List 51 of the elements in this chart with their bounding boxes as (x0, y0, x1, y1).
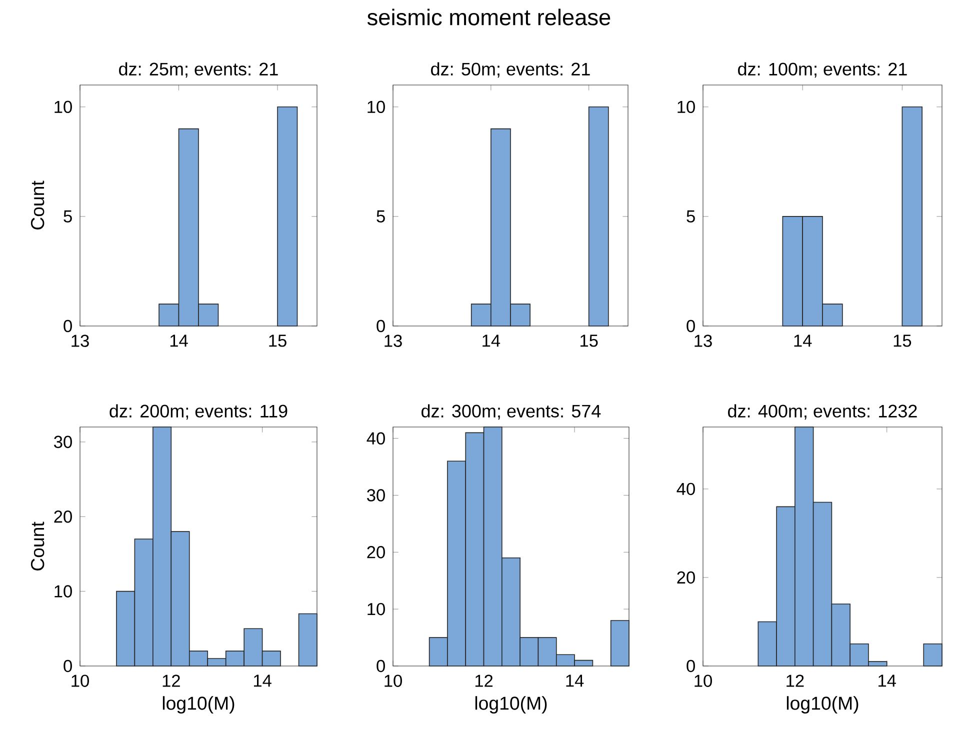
y-tick-label: 10 (368, 602, 385, 616)
chart-title: dz: 100m; events: 21 (738, 62, 907, 78)
y-tick-label: 20 (54, 510, 72, 523)
x-tick-label: 13 (384, 334, 402, 347)
y-tick-label: 5 (64, 210, 72, 222)
x-tick-label: 10 (384, 674, 402, 687)
x-tick-label: 14 (794, 334, 812, 347)
y-tick-label: 0 (376, 660, 385, 672)
text: seismic moment release (367, 8, 610, 26)
x-tick-label: 13 (694, 334, 712, 347)
chart-title: dz: 200m; events: 119 (110, 404, 288, 420)
x-tick-label: 12 (786, 674, 804, 687)
x-tick-label: 12 (475, 674, 493, 687)
y-tick-label: 30 (367, 489, 385, 502)
chart-title: dz: 50m; events: 21 (431, 62, 590, 78)
y-tick-label: 0 (376, 320, 385, 332)
y-axis-title: Count (30, 522, 44, 570)
y-tick-label: 30 (54, 436, 72, 448)
x-axis-title: log10(M) (475, 696, 547, 714)
x-tick-label: 15 (894, 334, 912, 347)
y-tick-label: 40 (366, 432, 385, 445)
chart-title: dz: 25m; events: 21 (119, 62, 278, 78)
x-tick-label: 14 (254, 674, 272, 687)
y-tick-label: 10 (54, 585, 72, 598)
y-tick-label: 0 (64, 320, 72, 332)
y-axis-title: Count (30, 180, 44, 230)
x-tick-label: 14 (170, 334, 188, 347)
y-tick-label: 0 (686, 660, 695, 672)
x-tick-label: 10 (72, 674, 89, 687)
y-tick-label: 10 (678, 100, 695, 114)
x-tick-label: 14 (566, 674, 584, 687)
x-axis-title: log10(M) (786, 696, 858, 714)
chart-title: dz: 400m; events: 1232 (728, 404, 917, 420)
x-tick-label: 12 (162, 674, 180, 687)
x-tick-label: 14 (482, 334, 500, 347)
chart-title: dz: 300m; events: 574 (422, 404, 601, 420)
y-tick-label: 40 (676, 482, 695, 496)
y-tick-label: 10 (368, 100, 385, 114)
y-tick-label: 0 (686, 320, 695, 332)
x-tick-label: 13 (72, 334, 89, 347)
y-tick-label: 5 (686, 210, 695, 222)
x-tick-label: 10 (694, 674, 712, 687)
y-tick-label: 10 (54, 100, 72, 114)
x-tick-label: 15 (269, 334, 286, 347)
x-axis-title: log10(M) (162, 696, 234, 714)
y-tick-label: 20 (677, 571, 695, 584)
y-tick-label: 0 (64, 660, 72, 672)
x-tick-label: 14 (878, 674, 896, 687)
y-tick-label: 20 (367, 546, 385, 558)
x-tick-label: 15 (580, 334, 598, 347)
y-tick-label: 5 (376, 210, 385, 222)
